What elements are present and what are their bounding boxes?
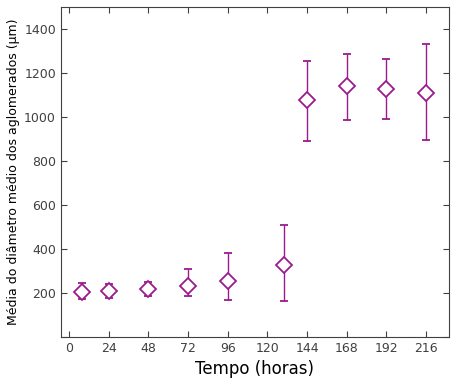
Y-axis label: Média do diâmetro médio dos aglomerados (μm): Média do diâmetro médio dos aglomerados … (7, 18, 20, 325)
X-axis label: Tempo (horas): Tempo (horas) (195, 360, 314, 378)
